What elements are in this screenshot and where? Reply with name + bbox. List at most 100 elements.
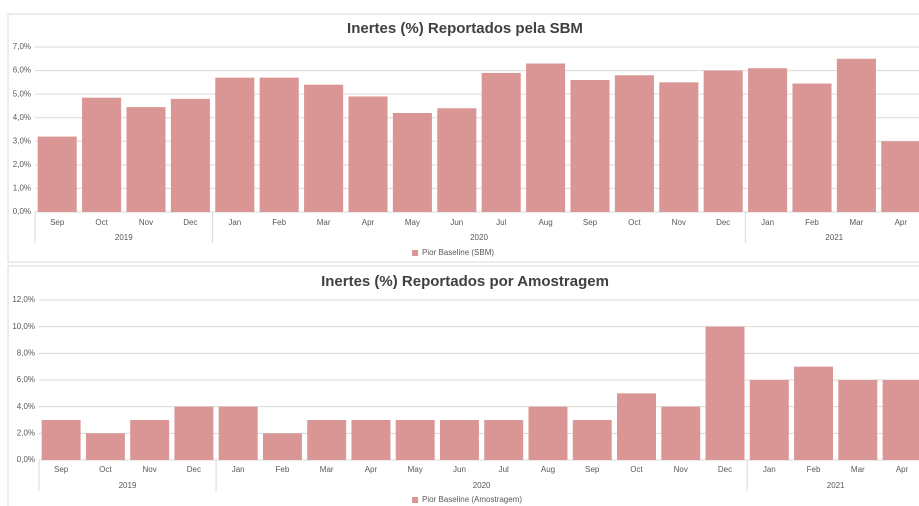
x-tick-label: Sep: [583, 218, 598, 227]
bar: [705, 326, 745, 460]
x-tick-label: Oct: [99, 465, 112, 474]
x-tick-label: Dec: [183, 218, 197, 227]
x-tick-label: Apr: [896, 465, 909, 474]
x-tick-label: Sep: [54, 465, 69, 474]
x-tick-label: Apr: [895, 218, 908, 227]
y-tick-label: 3,0%: [13, 136, 31, 145]
y-tick-label: 7,0%: [13, 42, 31, 51]
x-tick-label: Oct: [630, 465, 643, 474]
x-tick-label: Dec: [716, 218, 730, 227]
year-label: 2020: [470, 233, 488, 242]
bar: [437, 108, 477, 212]
y-tick-label: 1,0%: [13, 184, 31, 193]
bar: [526, 63, 566, 212]
legend-swatch: [412, 497, 418, 503]
bar: [218, 406, 258, 460]
x-tick-label: Jun: [453, 465, 466, 474]
y-tick-label: 5,0%: [13, 89, 31, 98]
bar: [130, 420, 170, 460]
bar: [882, 380, 919, 460]
x-tick-label: Aug: [538, 218, 552, 227]
year-label: 2021: [825, 233, 843, 242]
x-tick-label: Feb: [272, 218, 286, 227]
year-label: 2020: [473, 481, 491, 490]
x-tick-label: Jan: [228, 218, 241, 227]
bar: [82, 97, 122, 212]
bar: [126, 107, 166, 212]
y-tick-label: 6,0%: [13, 66, 31, 75]
bar: [439, 420, 479, 460]
x-tick-label: Jan: [232, 465, 245, 474]
x-tick-label: Jan: [761, 218, 774, 227]
x-tick-label: Jul: [496, 218, 506, 227]
x-tick-label: May: [405, 218, 420, 227]
y-tick-label: 4,0%: [13, 113, 31, 122]
x-tick-label: May: [408, 465, 423, 474]
x-tick-label: Sep: [585, 465, 600, 474]
bar: [174, 406, 214, 460]
legend-swatch: [412, 250, 418, 256]
x-tick-label: Nov: [672, 218, 686, 227]
bar: [794, 366, 834, 460]
chart-title: Inertes (%) Reportados por Amostragem: [321, 273, 609, 290]
bar: [528, 406, 568, 460]
y-tick-label: 12,0%: [12, 295, 35, 304]
bar: [170, 98, 210, 212]
bar: [41, 420, 81, 460]
x-tick-label: Aug: [541, 465, 555, 474]
x-tick-label: Nov: [139, 218, 153, 227]
bar: [659, 82, 699, 212]
bar: [85, 433, 125, 460]
y-tick-label: 0,0%: [17, 455, 35, 464]
bar: [836, 58, 876, 213]
bar: [392, 113, 432, 212]
x-tick-label: Jun: [450, 218, 463, 227]
x-tick-label: Mar: [320, 465, 334, 474]
bar: [351, 420, 391, 460]
x-tick-label: Oct: [628, 218, 641, 227]
bar: [703, 70, 743, 212]
bar: [614, 75, 654, 213]
chart-title: Inertes (%) Reportados pela SBM: [347, 20, 583, 37]
bar: [307, 420, 347, 460]
x-tick-label: Dec: [187, 465, 201, 474]
bar: [792, 83, 832, 213]
bar: [749, 380, 789, 460]
y-tick-label: 6,0%: [17, 375, 35, 384]
bar: [748, 68, 788, 212]
y-tick-label: 2,0%: [17, 428, 35, 437]
x-tick-label: Feb: [807, 465, 821, 474]
bar: [881, 141, 919, 212]
x-tick-label: Dec: [718, 465, 732, 474]
x-tick-label: Oct: [95, 218, 108, 227]
bar: [304, 84, 344, 212]
bar: [484, 420, 524, 460]
year-label: 2019: [115, 233, 133, 242]
x-tick-label: Jul: [499, 465, 509, 474]
y-tick-label: 10,0%: [12, 322, 35, 331]
bar: [259, 77, 299, 213]
bar: [395, 420, 435, 460]
y-tick-label: 2,0%: [13, 160, 31, 169]
x-tick-label: Mar: [317, 218, 331, 227]
y-tick-label: 0,0%: [13, 207, 31, 216]
x-tick-label: Mar: [851, 465, 865, 474]
x-tick-label: Sep: [50, 218, 65, 227]
bar: [262, 433, 302, 460]
bar: [348, 96, 388, 212]
x-tick-label: Feb: [805, 218, 819, 227]
bar: [481, 72, 521, 212]
legend-label: Pior Baseline (SBM): [422, 248, 494, 257]
bar: [617, 393, 656, 460]
x-tick-label: Nov: [674, 465, 688, 474]
y-tick-label: 8,0%: [17, 348, 35, 357]
bar: [661, 406, 701, 460]
x-tick-label: Feb: [276, 465, 290, 474]
year-label: 2019: [119, 481, 137, 490]
x-tick-label: Jan: [763, 465, 776, 474]
bar: [570, 80, 610, 212]
x-tick-label: Nov: [143, 465, 157, 474]
year-label: 2021: [827, 481, 845, 490]
bar: [572, 420, 612, 460]
bar: [838, 380, 878, 460]
